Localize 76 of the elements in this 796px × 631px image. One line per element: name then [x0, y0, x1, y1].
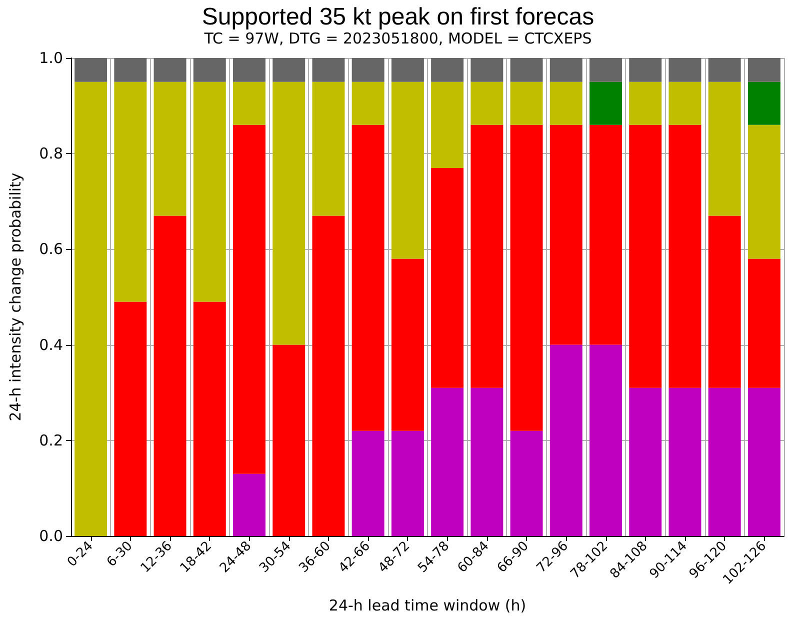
bar — [431, 58, 464, 82]
bar — [74, 58, 108, 82]
bar — [590, 82, 622, 125]
bar — [550, 124, 582, 345]
bar — [708, 216, 741, 388]
bar — [272, 344, 306, 536]
bar — [114, 82, 147, 302]
bar — [748, 388, 780, 536]
bar — [233, 474, 266, 536]
bar — [590, 124, 622, 345]
bar — [391, 82, 424, 259]
y-tick-label: 1.0 — [39, 49, 63, 67]
bar — [470, 58, 504, 82]
bar — [272, 58, 306, 82]
bar — [154, 82, 186, 216]
y-tick-label: 0.4 — [39, 336, 63, 354]
x-axis-title: 24-h lead time window (h) — [328, 596, 526, 614]
bar — [431, 168, 464, 388]
bar — [748, 124, 780, 259]
bar — [352, 82, 384, 125]
bar — [114, 302, 147, 536]
bar — [154, 216, 186, 536]
bar — [668, 388, 702, 536]
bar — [629, 388, 662, 536]
bar — [550, 58, 582, 82]
bar — [312, 82, 345, 216]
bar — [352, 58, 384, 82]
bar — [470, 124, 504, 388]
bar — [114, 58, 147, 82]
bar — [431, 82, 464, 168]
y-tick-label: 0.8 — [39, 144, 63, 163]
bar — [510, 430, 543, 536]
bar — [629, 124, 662, 388]
bar — [312, 216, 345, 536]
bar — [391, 58, 424, 82]
bar — [510, 82, 543, 125]
bar — [590, 58, 622, 82]
y-tick-label: 0.2 — [39, 431, 63, 450]
bar — [708, 82, 741, 216]
bar — [391, 430, 424, 536]
bar — [550, 82, 582, 125]
bar — [193, 302, 226, 536]
chart-subtitle: TC = 97W, DTG = 2023051800, MODEL = CTCXEPS — [203, 30, 592, 48]
bar — [233, 58, 266, 82]
bar — [708, 388, 741, 536]
bar — [193, 58, 226, 82]
bar — [708, 58, 741, 82]
bar — [668, 82, 702, 125]
bar — [391, 258, 424, 431]
bar — [629, 58, 662, 82]
bar — [470, 388, 504, 536]
bar — [233, 82, 266, 125]
bar — [510, 124, 543, 431]
y-tick-label: 0.6 — [39, 240, 63, 258]
bar — [193, 82, 226, 302]
bar — [312, 58, 345, 82]
bar — [510, 58, 543, 82]
bar — [352, 430, 384, 536]
bar — [154, 58, 186, 82]
bar — [233, 124, 266, 474]
bar — [550, 344, 582, 536]
bar — [74, 82, 108, 536]
bar — [668, 124, 702, 388]
bar — [748, 258, 780, 388]
y-tick-label: 0.0 — [39, 527, 63, 545]
chart-title: Supported 35 kt peak on first forecas — [202, 4, 594, 30]
bar — [748, 58, 780, 82]
bar — [629, 82, 662, 125]
bar — [748, 82, 780, 125]
bar — [668, 58, 702, 82]
bar — [590, 344, 622, 536]
y-axis-title: 24-h intensity change probability — [6, 172, 24, 422]
bar — [431, 388, 464, 536]
bar — [470, 82, 504, 125]
bar — [352, 124, 384, 431]
bar — [272, 82, 306, 345]
